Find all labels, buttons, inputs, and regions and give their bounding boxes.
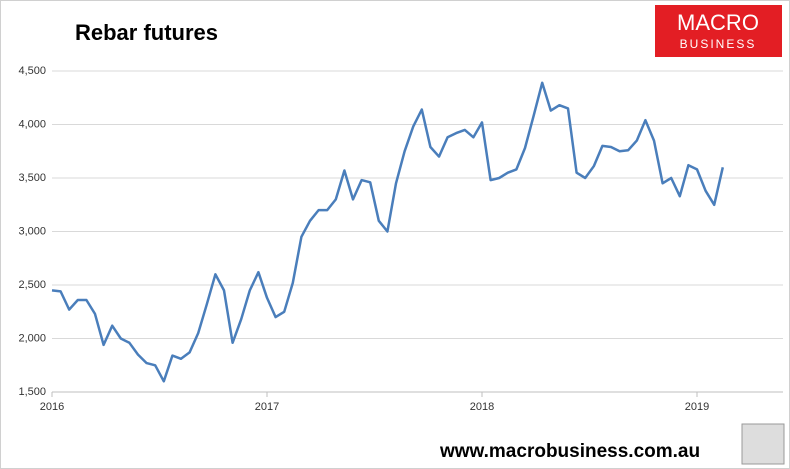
chart-title: Rebar futures xyxy=(75,20,218,45)
footer: www.macrobusiness.com.au xyxy=(439,441,700,462)
y-tick-label: 4,000 xyxy=(18,118,46,130)
brand-logo xyxy=(655,5,782,57)
wolf-logo xyxy=(741,423,785,465)
x-tick-label: 2018 xyxy=(470,401,494,413)
x-tick-label: 2016 xyxy=(40,401,64,413)
y-tick-label: 4,500 xyxy=(18,65,46,77)
brand-text: MACRO xyxy=(677,10,759,35)
y-tick-label: 2,000 xyxy=(18,332,46,344)
series-line xyxy=(51,81,725,383)
y-tick-label: 2,500 xyxy=(18,279,46,291)
x-tick-label: 2017 xyxy=(255,401,279,413)
x-tick-label: 2019 xyxy=(685,401,709,413)
y-tick-label: 3,500 xyxy=(18,172,46,184)
y-tick-label: 3,000 xyxy=(18,225,46,237)
brand-text: BUSINESS xyxy=(680,37,757,51)
y-tick-label: 1,500 xyxy=(18,386,46,398)
